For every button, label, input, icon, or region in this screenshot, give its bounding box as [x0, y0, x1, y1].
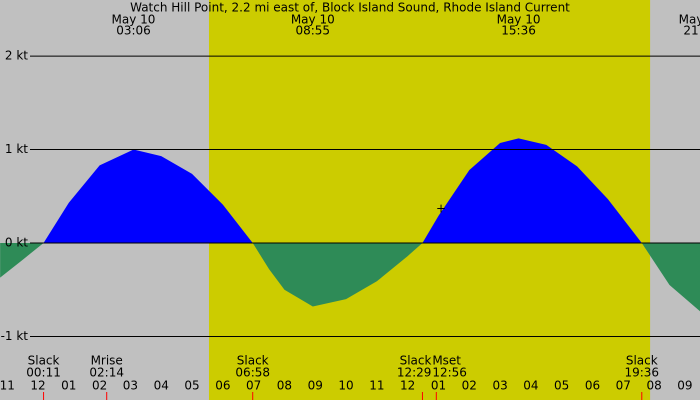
event-time: 12:29 — [397, 366, 432, 380]
event-label: Mset — [432, 354, 461, 368]
event-time: 06:58 — [235, 366, 270, 380]
x-tick-label: 06 — [585, 379, 600, 393]
x-tick-label: 04 — [523, 379, 538, 393]
x-tick-label: 12 — [30, 379, 45, 393]
header-date: May 10 — [112, 13, 156, 27]
x-tick-label: 10 — [338, 379, 353, 393]
x-tick-label: 08 — [646, 379, 661, 393]
event-time: 00:11 — [26, 366, 61, 380]
flood-area — [0, 138, 700, 243]
x-tick-label: 06 — [215, 379, 230, 393]
chart-title: Watch Hill Point, 2.2 mi east of, Block … — [130, 1, 570, 15]
header-time: 15:36 — [501, 24, 536, 38]
event-label: Slack — [28, 354, 60, 368]
y-tick-label: -1 kt — [1, 329, 29, 343]
event-label: Slack — [237, 354, 269, 368]
x-tick-label: 08 — [277, 379, 292, 393]
y-tick-label: 1 kt — [5, 142, 28, 156]
event-label: Slack — [626, 354, 658, 368]
x-tick-label: 05 — [184, 379, 199, 393]
y-tick-label: 2 kt — [5, 49, 28, 63]
header-time: 08:55 — [295, 24, 330, 38]
x-tick-label: 07 — [246, 379, 261, 393]
cursor-cross: + — [436, 202, 446, 216]
x-tick-label: 01 — [431, 379, 446, 393]
ebb-area — [0, 243, 700, 312]
x-tick-label: 03 — [123, 379, 138, 393]
x-tick-label: 04 — [154, 379, 169, 393]
x-tick-label: 03 — [492, 379, 507, 393]
x-tick-label: 07 — [616, 379, 631, 393]
x-tick-label: 02 — [92, 379, 107, 393]
y-tick-label: 0 kt — [5, 235, 28, 249]
header-time: 03:06 — [116, 24, 151, 38]
x-tick-label: 11 — [369, 379, 384, 393]
header-date: May — [679, 13, 700, 27]
header-date: May 10 — [497, 13, 541, 27]
event-label: Slack — [400, 354, 432, 368]
header-date: May 10 — [291, 13, 335, 27]
x-tick-label: 09 — [308, 379, 323, 393]
x-tick-label: 05 — [554, 379, 569, 393]
x-tick-label: 12 — [400, 379, 415, 393]
x-tick-label: 09 — [677, 379, 692, 393]
header-time: 21 — [683, 24, 698, 38]
x-tick-label: 01 — [61, 379, 76, 393]
x-tick-label: 11 — [0, 379, 15, 393]
areas — [0, 138, 700, 312]
event-label: Mrise — [91, 354, 123, 368]
event-time: 02:14 — [89, 366, 124, 380]
x-tick-label: 02 — [462, 379, 477, 393]
event-time: 19:36 — [624, 366, 659, 380]
event-time: 12:56 — [432, 366, 467, 380]
